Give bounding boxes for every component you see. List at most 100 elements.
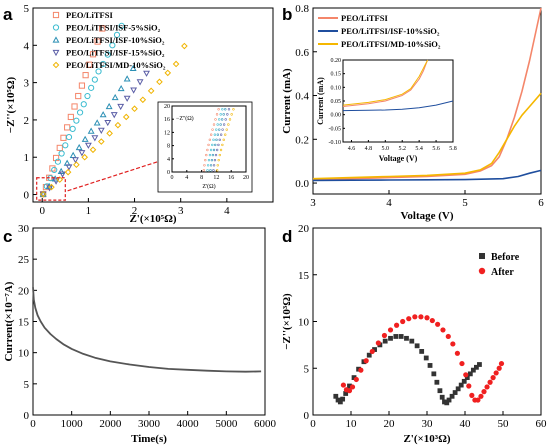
y-tick-label: 0.2: [295, 134, 309, 146]
data-point: [446, 397, 452, 403]
inset-data-point: [211, 128, 214, 131]
data-point: [351, 375, 357, 380]
data-point: [104, 51, 111, 58]
y-tick-label: 5: [24, 379, 30, 391]
y-tick-label: 20: [298, 223, 310, 235]
data-point: [39, 190, 47, 198]
y-tick-label: 20: [164, 104, 170, 110]
inset-y-title: Current (mA): [316, 77, 325, 125]
data-point: [347, 383, 352, 389]
data-point: [91, 76, 98, 83]
inset-data-point: [209, 148, 213, 152]
data-point: [343, 391, 349, 396]
x-axis-title: Z'(×10³Ω): [403, 433, 450, 445]
inset-data-point: [215, 128, 218, 131]
data-point: [484, 384, 490, 390]
y-tick-label: 3: [24, 78, 30, 90]
data-point: [118, 22, 125, 30]
y-axis-title: Current (mA): [281, 68, 293, 134]
data-point: [475, 397, 481, 403]
data-point: [62, 142, 69, 149]
data-point: [71, 103, 78, 110]
x-tick-label: 4: [185, 175, 188, 181]
legend-label: PEO/LiTFSI/ISF-15%SiO₂: [66, 48, 165, 58]
x-tick-label: 3: [310, 197, 316, 209]
x-tick-label: 1000: [61, 418, 84, 430]
legend-marker: [52, 11, 60, 19]
data-point: [110, 112, 118, 119]
data-point: [52, 178, 60, 185]
plot-frame: [32, 7, 274, 203]
data-point: [346, 388, 353, 394]
y-tick-label: 16: [164, 117, 170, 123]
inset-y-title: −Z''(Ω): [176, 115, 194, 122]
y-tick-label: 0.0: [295, 178, 309, 190]
data-point: [64, 168, 72, 176]
data-point: [427, 363, 433, 368]
inset-data-point: [209, 164, 213, 167]
inset-data-point: [219, 123, 222, 126]
inset-data-point: [224, 133, 227, 136]
inset-data-point: [214, 143, 217, 147]
x-tick-label: 10: [346, 418, 358, 430]
data-point: [49, 165, 56, 172]
data-point: [463, 372, 469, 378]
inset-data-point: [213, 158, 217, 162]
legend-label: PEO/LiTFSI: [66, 10, 113, 20]
inset-data-point: [213, 133, 217, 136]
y-tick-label: 5: [304, 363, 310, 375]
x-tick-label: 0: [171, 175, 174, 181]
x-tick-label: 4.8: [365, 146, 373, 152]
y-tick-label: 0: [167, 170, 170, 176]
data-point: [97, 127, 105, 134]
inset-data-point: [217, 118, 221, 121]
data-point: [470, 367, 476, 373]
data-point: [95, 68, 102, 75]
data-point: [67, 113, 74, 121]
series-line: [312, 7, 542, 181]
inset-data-point: [224, 118, 227, 121]
data-point: [437, 388, 443, 394]
data-point: [65, 133, 73, 141]
inset-data-point: [220, 118, 224, 121]
data-point: [106, 130, 113, 137]
plot-frame: [171, 105, 247, 173]
data-point: [94, 38, 101, 45]
data-point: [104, 119, 112, 127]
data-point: [493, 370, 499, 376]
inset-data-point: [215, 148, 219, 152]
x-tick-label: 2: [132, 205, 138, 217]
inset-data-point: [216, 123, 219, 126]
x-tick-label: 30: [422, 418, 434, 430]
data-point: [88, 84, 95, 91]
x-tick-label: 3: [178, 205, 184, 217]
x-tick-label: 3000: [138, 418, 161, 430]
data-point: [109, 42, 116, 49]
y-tick-label: 10: [298, 317, 310, 329]
data-point: [423, 355, 429, 361]
data-point: [435, 321, 441, 327]
y-tick-label: 0: [304, 410, 310, 422]
y-tick-label: 15: [298, 270, 310, 282]
data-point: [58, 150, 65, 157]
data-point: [99, 25, 106, 32]
data-point: [388, 335, 393, 341]
x-tick-label: 20: [243, 175, 249, 181]
panel-label-d: d: [282, 227, 292, 246]
inset-data-point: [227, 108, 231, 111]
data-point: [51, 166, 58, 174]
legend-label: PEO/LiTFSI/ISF-5%SiO₂: [66, 23, 161, 33]
data-point: [123, 75, 131, 82]
data-point: [458, 382, 464, 388]
x-tick-label: 6: [538, 197, 544, 209]
y-tick-label: 30: [18, 223, 30, 235]
data-point: [131, 105, 138, 113]
inset-data-point: [218, 138, 221, 142]
data-point: [340, 396, 346, 402]
data-point: [387, 327, 394, 333]
data-point: [86, 61, 93, 68]
inset-data-point: [219, 113, 222, 116]
data-point: [64, 124, 71, 131]
x-tick-label: 5000: [215, 418, 238, 430]
